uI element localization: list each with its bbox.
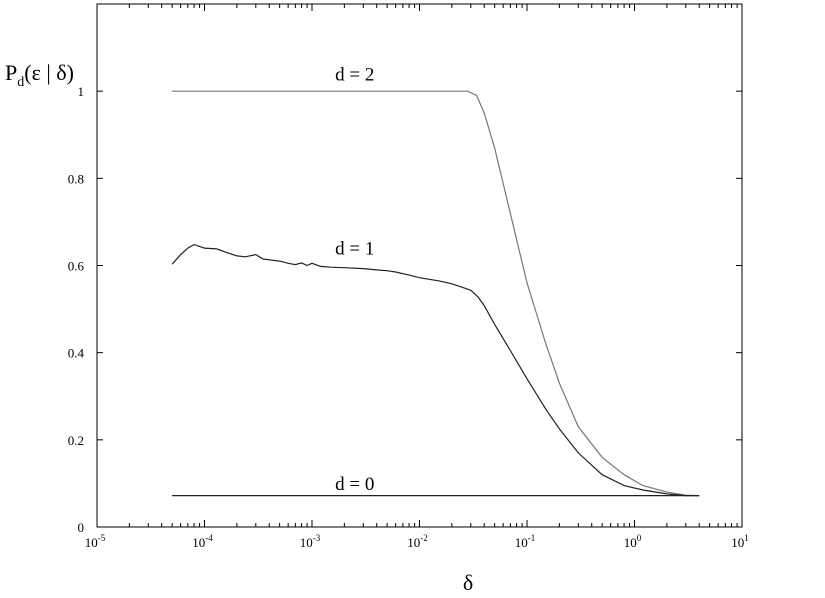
x-tick-label: 101 <box>731 533 749 550</box>
x-tick-label: 10-5 <box>85 533 106 550</box>
series-label-2: d = 0 <box>335 474 374 495</box>
series-labels: d = 2 d = 1 d = 0 <box>335 64 374 495</box>
series-line-1 <box>171 243 700 497</box>
x-tick-label: 10-4 <box>192 533 213 550</box>
y-tick-label: 0.4 <box>68 346 85 361</box>
x-tick-label: 10-3 <box>300 533 321 550</box>
series-label-0: d = 2 <box>335 64 374 85</box>
plot-frame-rect <box>96 3 743 528</box>
plot-frame <box>96 3 743 528</box>
y-tick-label: 0 <box>78 520 85 535</box>
y-tick-label: 0.2 <box>68 433 84 448</box>
y-tick-label: 0.8 <box>68 171 84 186</box>
x-tick-label: 10-1 <box>515 533 536 550</box>
tick-marks: 10-5 10-4 10-3 10-2 10-1 100 101 0 0.2 0.4 0.6 0.8 1 <box>68 4 749 550</box>
x-tick-label: 100 <box>624 533 642 550</box>
x-axis-title: δ <box>463 570 473 595</box>
series-line-0 <box>172 90 700 497</box>
series-label-1: d = 1 <box>335 239 374 260</box>
x-tick-label: 10-2 <box>407 533 428 550</box>
y-axis-title: Pd(ε | δ) <box>5 60 74 90</box>
y-tick-label: 1 <box>78 84 85 99</box>
series-lines <box>171 90 700 497</box>
y-tick-label: 0.6 <box>68 259 85 274</box>
